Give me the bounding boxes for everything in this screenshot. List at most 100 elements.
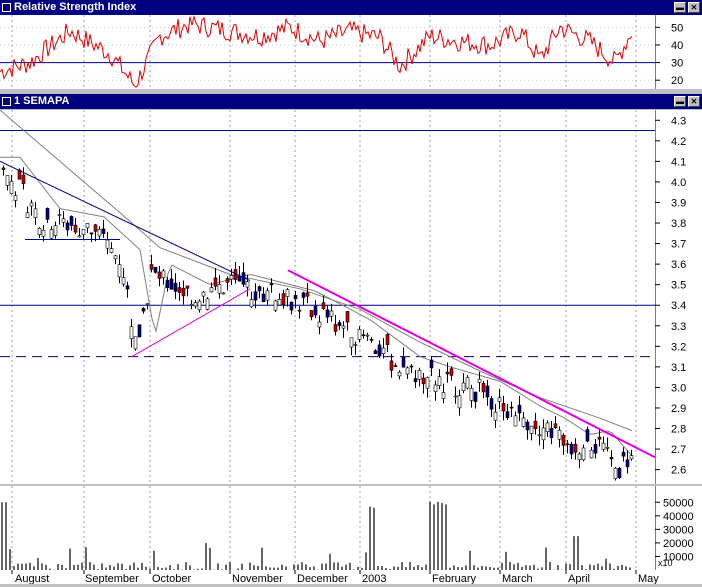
rsi-pane-title: Relative Strength Index: [14, 1, 137, 13]
price-tick-label: 4.0: [671, 177, 686, 189]
candle-body: [413, 378, 418, 383]
x-tick-label: May: [638, 573, 659, 584]
candle-body: [177, 287, 182, 293]
candle-body: [429, 359, 434, 369]
candle-body: [341, 325, 346, 329]
candle-body: [93, 224, 98, 232]
price-plot-area: [0, 109, 656, 484]
candle-body: [589, 449, 594, 459]
candle-body: [389, 360, 394, 371]
candle-body: [97, 229, 102, 237]
price-window-controls: ▬ ✕: [674, 96, 700, 107]
candle-body: [305, 292, 310, 297]
candle-body: [629, 455, 634, 460]
price-tick-label: 3.8: [671, 218, 686, 230]
candle-body: [245, 281, 250, 288]
candle-body: [529, 425, 534, 434]
candle-body: [173, 282, 178, 292]
candle-body: [281, 293, 286, 305]
candle-body: [329, 310, 334, 317]
candle-body: [13, 195, 18, 201]
candle-body: [113, 255, 118, 260]
candle-body: [221, 292, 226, 295]
candle-body: [361, 334, 366, 337]
uptrend-line: [131, 288, 251, 358]
candle-body: [581, 447, 586, 461]
candle-body: [345, 311, 350, 323]
x-tick-label: March: [502, 573, 533, 584]
candle-body: [85, 223, 90, 229]
x-tick-label: December: [297, 573, 348, 584]
candle-body: [185, 285, 190, 289]
candle-body: [469, 388, 474, 401]
candle-body: [385, 334, 390, 345]
price-tick-label: 3.2: [671, 341, 686, 353]
candle-body: [101, 228, 106, 234]
candle-body: [597, 436, 602, 440]
rsi-pane-title-bar[interactable]: Relative Strength Index: [0, 0, 702, 15]
candle-body: [521, 417, 526, 427]
candle-body: [41, 229, 46, 237]
candle-body: [217, 284, 222, 294]
candle-body: [425, 377, 430, 389]
candle-body: [89, 232, 94, 235]
price-tick-label: 3.3: [671, 321, 686, 333]
candle-body: [293, 295, 298, 300]
price-tick-label: 3.6: [671, 259, 686, 271]
candle-body: [449, 368, 454, 376]
minimize-icon[interactable]: ▬: [674, 2, 686, 13]
candle-body: [365, 334, 370, 337]
candle-body: [517, 404, 522, 414]
minimize-icon[interactable]: ▬: [674, 96, 686, 107]
candle-body: [65, 222, 70, 231]
volume-tick-label: 50000: [663, 497, 694, 509]
candle-body: [121, 277, 126, 285]
candle-body: [21, 174, 26, 184]
candle-body: [53, 225, 58, 236]
price-tick-label: 3.9: [671, 197, 686, 209]
rsi-axis: 20 30 40 50: [654, 15, 702, 89]
x-tick-label: 2003: [362, 573, 386, 584]
candle-body: [525, 421, 530, 431]
candle-body: [145, 303, 150, 305]
candle-body: [557, 429, 562, 440]
rsi-tick-label: 30: [671, 58, 683, 70]
close-icon[interactable]: ✕: [688, 2, 700, 13]
candle-body: [269, 283, 274, 286]
pane-system-icon[interactable]: [2, 97, 11, 106]
candle-body: [49, 229, 54, 239]
candle-body: [213, 277, 218, 287]
candle-body: [129, 326, 134, 339]
price-tick-label: 2.6: [671, 465, 686, 477]
candle-body: [265, 290, 270, 301]
candle-body: [165, 280, 170, 288]
candle-body: [505, 411, 510, 418]
price-pane-title-bar[interactable]: 1 SEMAPA: [0, 94, 702, 109]
candle-body: [261, 293, 266, 303]
candle-body: [37, 228, 42, 235]
candle-body: [537, 434, 542, 437]
candle-body: [149, 264, 154, 270]
candle-body: [397, 371, 402, 377]
rsi-tick-label: 20: [671, 75, 683, 87]
candle-body: [621, 451, 626, 457]
candle-body: [321, 302, 326, 309]
candle-body: [613, 467, 618, 479]
price-tick-label: 2.8: [671, 424, 686, 436]
pane-system-icon[interactable]: [2, 3, 11, 12]
close-icon[interactable]: ✕: [688, 96, 700, 107]
price-tick-label: 4.3: [671, 115, 686, 127]
candle-body: [297, 309, 302, 312]
candle-body: [181, 287, 186, 297]
candle-body: [497, 397, 502, 402]
candle-body: [349, 337, 354, 348]
x-tick-label: September: [85, 573, 139, 584]
candle-body: [201, 291, 206, 297]
candle-body: [77, 235, 82, 238]
candle-body: [73, 224, 78, 233]
rsi-plot-area: [0, 14, 655, 89]
candle-body: [285, 289, 290, 297]
candle-body: [601, 442, 606, 450]
moving-average-long: [0, 109, 633, 432]
candle-body: [357, 329, 362, 340]
